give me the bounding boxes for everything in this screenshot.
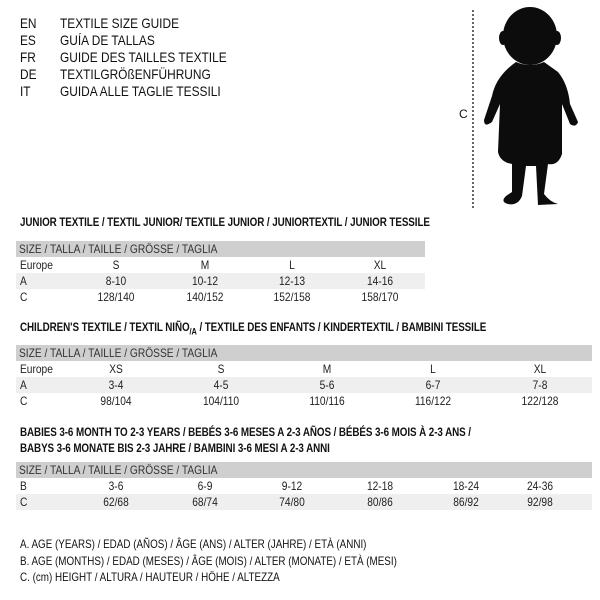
table-row: C 62/68 68/74 74/80 80/86 86/92 92/98 bbox=[16, 494, 592, 510]
row-label: A bbox=[20, 378, 27, 392]
table-cell: 3-4 bbox=[108, 378, 124, 392]
table-cell: 6-7 bbox=[425, 378, 441, 392]
row-label: C bbox=[20, 495, 28, 509]
table-cell: 86/92 bbox=[453, 495, 479, 509]
row-label: C bbox=[20, 394, 28, 408]
children-title-part: CHILDREN'S TEXTILE / TEXTIL NIÑO bbox=[20, 320, 190, 334]
table-cell: XL bbox=[533, 362, 547, 376]
junior-size-table: SIZE / TALLA / TAILLE / GRÖSSE / TAGLIA … bbox=[16, 241, 425, 305]
lang-code-it: IT bbox=[20, 83, 31, 99]
children-size-table: SIZE / TALLA / TAILLE / GRÖSSE / TAGLIA … bbox=[16, 345, 592, 409]
table-cell: 80/86 bbox=[367, 495, 393, 509]
table-cell: 62/68 bbox=[103, 495, 129, 509]
row-label: Europe bbox=[20, 258, 53, 272]
title-de: TEXTILGRÖßENFÜHRUNG bbox=[60, 66, 211, 82]
babies-section-title-line2: BABYS 3-6 MONATE BIS 2-3 JAHRE / BAMBINI… bbox=[20, 441, 330, 455]
table-row: A 8-10 10-12 12-13 14-16 bbox=[16, 273, 425, 289]
table-cell: 110/116 bbox=[309, 394, 345, 408]
table-cell: M bbox=[200, 258, 210, 272]
child-silhouette-icon bbox=[484, 7, 578, 205]
table-header-row: SIZE / TALLA / TAILLE / GRÖSSE / TAGLIA bbox=[16, 462, 592, 478]
table-row: C 98/104 104/110 110/116 116/122 122/128 bbox=[16, 393, 592, 409]
table-cell: 3-6 bbox=[108, 479, 124, 493]
table-header-row: SIZE / TALLA / TAILLE / GRÖSSE / TAGLIA bbox=[16, 241, 425, 257]
row-label: B bbox=[20, 479, 27, 493]
table-row: Europe XS S M L XL bbox=[16, 361, 592, 377]
table-row: C 128/140 140/152 152/158 158/170 bbox=[16, 289, 425, 305]
row-label: A bbox=[20, 274, 27, 288]
lang-code-de: DE bbox=[20, 66, 37, 82]
junior-section-title: JUNIOR TEXTILE / TEXTIL JUNIOR/ TEXTILE … bbox=[20, 215, 430, 229]
table-row: Europe S M L XL bbox=[16, 257, 425, 273]
table-header-row: SIZE / TALLA / TAILLE / GRÖSSE / TAGLIA bbox=[16, 345, 592, 361]
row-label: C bbox=[20, 290, 28, 304]
table-cell: L bbox=[430, 362, 436, 376]
table-cell: S bbox=[112, 258, 120, 272]
table-cell: XS bbox=[109, 362, 123, 376]
table-cell: S bbox=[217, 362, 225, 376]
title-es: GUÍA DE TALLAS bbox=[60, 32, 155, 48]
table-cell: XL bbox=[373, 258, 387, 272]
children-title-part: / TEXTILE DES ENFANTS / KINDERTEXTIL / B… bbox=[196, 320, 487, 334]
height-label: C bbox=[459, 107, 468, 121]
legend-a: A. AGE (YEARS) / EDAD (AÑOS) / ÂGE (ANS)… bbox=[20, 537, 367, 551]
title-fr: GUIDE DES TAILLES TEXTILE bbox=[60, 49, 227, 65]
row-label: Europe bbox=[20, 362, 53, 376]
title-en: TEXTILE SIZE GUIDE bbox=[60, 15, 180, 31]
table-cell: 14-16 bbox=[366, 274, 394, 288]
table-cell: 140/152 bbox=[186, 290, 224, 304]
title-it: GUIDA ALLE TAGLIE TESSILI bbox=[60, 83, 221, 99]
table-cell: 7-8 bbox=[532, 378, 548, 392]
size-header: SIZE / TALLA / TAILLE / GRÖSSE / TAGLIA bbox=[19, 242, 218, 256]
table-cell: 152/158 bbox=[273, 290, 311, 304]
table-cell: 68/74 bbox=[192, 495, 218, 509]
table-cell: 4-5 bbox=[213, 378, 229, 392]
lang-code-fr: FR bbox=[20, 49, 36, 65]
table-cell: 18-24 bbox=[452, 479, 480, 493]
lang-code-en: EN bbox=[20, 15, 37, 31]
babies-size-table: SIZE / TALLA / TAILLE / GRÖSSE / TAGLIA … bbox=[16, 462, 592, 510]
table-cell: 24-36 bbox=[526, 479, 554, 493]
table-cell: L bbox=[289, 258, 295, 272]
table-cell: 98/104 bbox=[100, 394, 132, 408]
table-cell: 12-13 bbox=[278, 274, 306, 288]
table-cell: 158/170 bbox=[361, 290, 399, 304]
lang-code-es: ES bbox=[20, 32, 36, 48]
table-cell: 122/128 bbox=[521, 394, 559, 408]
table-cell: 8-10 bbox=[105, 274, 127, 288]
children-section-title: CHILDREN'S TEXTILE / TEXTIL NIÑO/A / TEX… bbox=[20, 320, 486, 336]
legend-c: C. (cm) HEIGHT / ALTURA / HAUTEUR / HÖHE… bbox=[20, 570, 280, 584]
table-row: B 3-6 6-9 9-12 12-18 18-24 24-36 bbox=[16, 478, 592, 494]
table-cell: 9-12 bbox=[281, 479, 303, 493]
table-cell: 104/110 bbox=[202, 394, 240, 408]
table-cell: 92/98 bbox=[527, 495, 553, 509]
table-cell: 5-6 bbox=[319, 378, 335, 392]
size-header: SIZE / TALLA / TAILLE / GRÖSSE / TAGLIA bbox=[19, 346, 218, 360]
table-row: A 3-4 4-5 5-6 6-7 7-8 bbox=[16, 377, 592, 393]
table-cell: 12-18 bbox=[366, 479, 394, 493]
table-cell: 6-9 bbox=[197, 479, 213, 493]
table-cell: 116/122 bbox=[414, 394, 452, 408]
table-cell: 10-12 bbox=[191, 274, 219, 288]
size-header: SIZE / TALLA / TAILLE / GRÖSSE / TAGLIA bbox=[19, 463, 218, 477]
height-measure-line bbox=[472, 10, 474, 208]
babies-section-title-line1: BABIES 3-6 MONTH TO 2-3 YEARS / BEBÉS 3-… bbox=[20, 425, 471, 439]
children-title-sub: /A bbox=[189, 326, 197, 337]
table-cell: 128/140 bbox=[97, 290, 135, 304]
legend-b: B. AGE (MONTHS) / EDAD (MESES) / ÂGE (MO… bbox=[20, 554, 397, 568]
table-cell: M bbox=[322, 362, 332, 376]
table-cell: 74/80 bbox=[279, 495, 305, 509]
